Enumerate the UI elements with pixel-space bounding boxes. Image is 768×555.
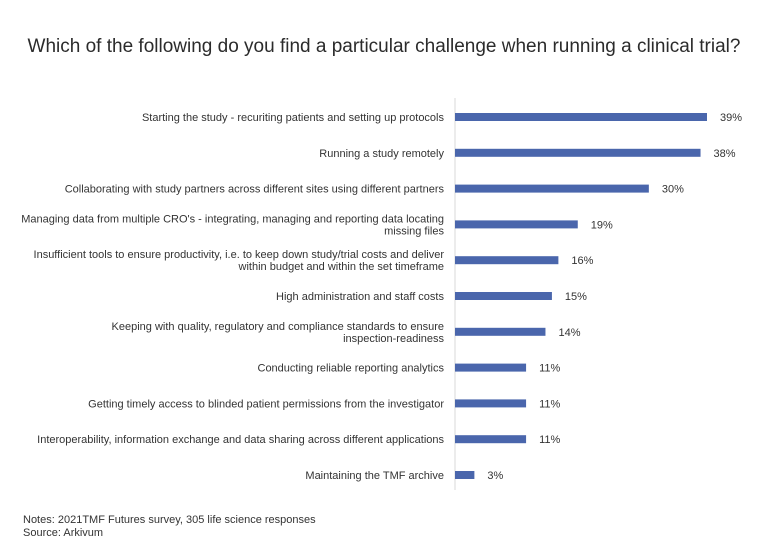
bar xyxy=(455,435,527,444)
bar xyxy=(455,363,527,372)
data-label: 15% xyxy=(565,291,587,303)
data-label: 38% xyxy=(714,148,736,160)
bar xyxy=(455,256,559,265)
category-labels-group: Starting the study - recuriting patients… xyxy=(21,112,444,482)
bar xyxy=(455,471,475,479)
data-label: 11% xyxy=(539,398,560,410)
category-label: Getting timely access to blinded patient… xyxy=(88,398,444,410)
bar xyxy=(455,220,578,229)
bar xyxy=(455,292,552,300)
data-label: 11% xyxy=(539,434,560,446)
bar xyxy=(455,399,527,408)
category-label: Managing data from multiple CRO's - inte… xyxy=(21,213,444,225)
category-label: inspection-readiness xyxy=(343,333,444,345)
data-label: 3% xyxy=(487,470,503,482)
category-label: Running a study remotely xyxy=(319,148,444,160)
data-label: 30% xyxy=(662,184,684,196)
category-label: High administration and staff costs xyxy=(276,291,444,303)
bar xyxy=(455,184,649,193)
source-line: Source: Arkivum xyxy=(23,527,104,539)
category-label: Insufficient tools to ensure productivit… xyxy=(34,249,445,261)
bar xyxy=(455,148,701,157)
category-label: Interoperability, information exchange a… xyxy=(37,434,444,446)
bars-group xyxy=(455,113,707,479)
category-label: Keeping with quality, regulatory and com… xyxy=(112,321,444,333)
data-label: 14% xyxy=(558,327,580,339)
chart-notes: Notes: 2021TMF Futures survey, 305 life … xyxy=(23,514,316,540)
notes-line: Notes: 2021TMF Futures survey, 305 life … xyxy=(23,514,316,526)
data-label: 16% xyxy=(571,255,593,267)
data-label: 39% xyxy=(720,112,742,124)
category-label: Starting the study - recuriting patients… xyxy=(142,112,445,124)
bar xyxy=(455,327,546,336)
category-label: missing files xyxy=(384,225,444,237)
category-label: Collaborating with study partners across… xyxy=(65,184,445,196)
category-label: within budget and within the set timefra… xyxy=(238,261,444,273)
bar xyxy=(455,113,707,121)
data-label: 19% xyxy=(591,219,613,231)
value-labels-group: 39% 38% 30% 19% 16% 15% 14% 11% 11% 11% 3% xyxy=(487,112,742,482)
data-label: 11% xyxy=(539,363,560,375)
chart-title: Which of the following do you find a par… xyxy=(28,36,741,57)
category-label: Maintaining the TMF archive xyxy=(305,470,444,482)
category-label: Conducting reliable reporting analytics xyxy=(258,363,445,375)
